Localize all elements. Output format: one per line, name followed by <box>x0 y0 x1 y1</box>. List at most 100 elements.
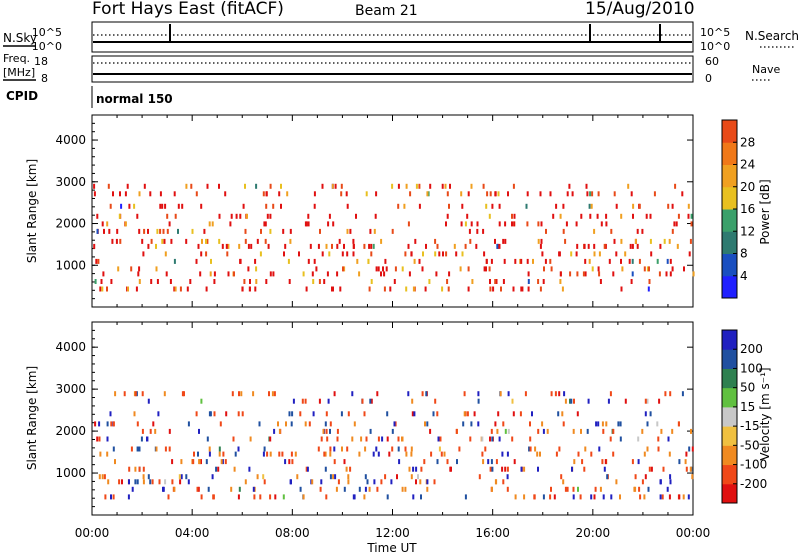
range-gate-point <box>155 446 158 452</box>
range-gate-point <box>434 398 437 404</box>
range-gate-point <box>126 183 129 189</box>
range-gate-point <box>119 191 121 197</box>
range-gate-point <box>93 183 96 189</box>
range-gate-point <box>441 183 444 189</box>
range-gate-point <box>601 421 604 427</box>
range-gate-point <box>531 411 533 417</box>
range-gate-point <box>347 474 350 480</box>
range-gate-point <box>206 436 209 442</box>
range-gate-point <box>520 466 523 472</box>
range-gate-point <box>178 474 181 480</box>
range-gate-point <box>375 266 378 272</box>
colorbar-segment <box>722 406 737 427</box>
colorbar-tick-label: 50 <box>740 381 755 395</box>
range-gate-point <box>598 446 601 452</box>
range-gate-point <box>118 213 121 219</box>
range-gate-point <box>420 466 423 472</box>
power-colorbar: 4 8 12 16 20 24 28 <box>721 119 755 299</box>
velocity-y-axis-label: Slant Range [km] <box>25 366 39 470</box>
colorbar-tick-label: 16 <box>740 202 755 216</box>
x-axis-label: Time UT <box>366 541 417 554</box>
range-gate-point <box>667 436 670 442</box>
range-gate-point <box>155 243 157 249</box>
range-gate-point <box>323 279 326 284</box>
range-gate-point <box>643 266 646 272</box>
range-gate-point <box>446 459 449 465</box>
range-gate-point <box>386 436 389 442</box>
range-gate-point <box>403 203 406 209</box>
range-gate-point <box>370 398 373 404</box>
range-gate-point <box>569 398 571 404</box>
range-gate-point <box>658 271 661 277</box>
range-gate-point <box>141 391 144 397</box>
range-gate-point <box>298 251 300 257</box>
colorbar-frame <box>721 329 738 504</box>
range-gate-point <box>669 479 672 485</box>
range-gate-point <box>185 238 188 244</box>
range-gate-point <box>315 266 318 272</box>
range-gate-point <box>100 279 103 284</box>
range-gate-point <box>568 183 571 189</box>
range-gate-point <box>351 391 354 397</box>
range-gate-point <box>329 446 332 452</box>
range-gate-point <box>542 428 545 434</box>
range-gate-point <box>147 398 150 404</box>
colorbar-tick-label: 8 <box>740 247 748 261</box>
range-gate-point <box>599 279 602 284</box>
range-gate-point <box>265 191 268 197</box>
range-gate-point <box>461 251 464 257</box>
colorbar-segment <box>722 368 737 389</box>
range-gate-point <box>218 451 221 457</box>
range-gate-point <box>426 421 429 427</box>
range-gate-point <box>383 271 386 277</box>
range-gate-point <box>620 238 623 244</box>
range-gate-point <box>418 258 421 264</box>
range-gate-point <box>301 398 304 404</box>
range-gate-point <box>370 279 373 284</box>
range-gate-point <box>658 398 661 404</box>
range-gate-point <box>424 421 426 427</box>
range-gate-point <box>180 474 183 480</box>
range-gate-point <box>375 191 378 197</box>
range-gate-point <box>218 213 221 219</box>
range-gate-point <box>580 428 582 434</box>
range-gate-point <box>646 266 649 272</box>
range-gate-point <box>296 474 299 480</box>
range-gate-point <box>283 251 285 257</box>
range-gate-point <box>397 203 400 209</box>
range-gate-point <box>168 428 171 434</box>
range-gate-point <box>631 258 634 264</box>
range-gate-point <box>665 271 668 277</box>
range-gate-point <box>562 203 565 209</box>
freq-label: Freq. <box>3 52 30 65</box>
range-gate-point <box>528 446 531 452</box>
range-gate-point <box>135 286 138 292</box>
range-gate-point <box>102 271 105 277</box>
range-gate-point <box>681 191 684 197</box>
range-gate-point <box>429 428 432 434</box>
range-gate-point <box>166 213 169 219</box>
range-gate-point <box>608 258 611 264</box>
range-gate-point <box>419 479 422 485</box>
range-gate-point <box>673 221 676 227</box>
range-gate-point <box>412 494 415 500</box>
range-gate-point <box>163 238 166 244</box>
range-gate-point <box>460 191 463 197</box>
range-gate-point <box>212 494 215 500</box>
range-gate-point <box>205 459 208 465</box>
range-gate-point <box>142 474 145 480</box>
range-gate-point <box>156 279 159 284</box>
range-gate-point <box>159 203 162 209</box>
range-gate-point <box>335 486 338 492</box>
colorbar-segment <box>722 120 737 143</box>
range-gate-point <box>226 251 229 257</box>
range-gate-point <box>159 191 162 197</box>
range-gate-point <box>468 228 471 234</box>
range-gate-point <box>110 494 112 500</box>
range-gate-point <box>649 213 652 219</box>
y-tick-label: 2000 <box>55 217 86 231</box>
range-gate-point <box>527 286 530 292</box>
range-gate-point <box>225 243 228 249</box>
range-gate-point <box>408 271 411 277</box>
range-gate-point <box>453 243 456 249</box>
